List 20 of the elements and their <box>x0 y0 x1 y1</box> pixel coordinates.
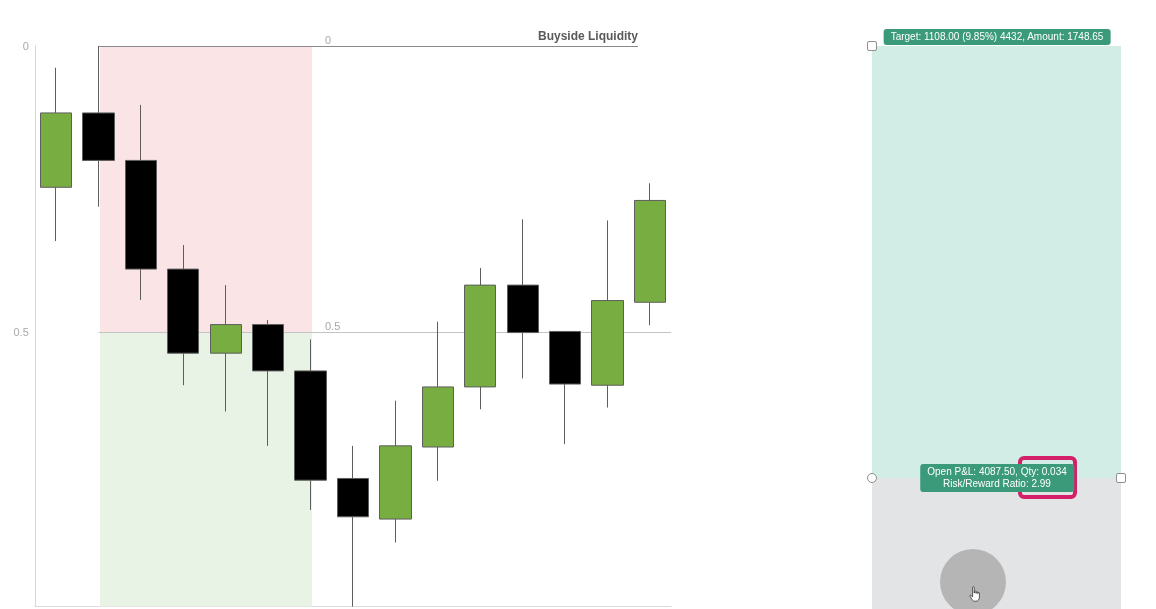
ref-line-label: 0 <box>325 33 332 46</box>
candlestick <box>82 45 115 208</box>
candlestick <box>379 400 412 544</box>
candlestick <box>252 319 284 447</box>
candlestick <box>125 104 157 301</box>
candlestick <box>40 67 72 242</box>
candlestick <box>337 445 369 608</box>
ref-line-label: 0.5 <box>325 319 341 332</box>
text: Open P&L: 4087.50, Qty: 0.034 Risk/Reward Ratio: 2.99 <box>920 464 1074 492</box>
candlestick <box>167 244 199 386</box>
candlestick <box>507 218 539 379</box>
candlestick <box>294 338 327 511</box>
text: Target: 1108.00 (9.85%) 4432, Amount: 1748.65 <box>883 29 1111 45</box>
candlestick <box>464 267 496 410</box>
candlestick <box>634 182 666 326</box>
annotation: Buyside Liquidity <box>537 29 638 43</box>
candlestick <box>549 330 581 445</box>
candlestick <box>210 284 242 413</box>
candlestick <box>591 219 624 409</box>
candlestick <box>422 321 454 482</box>
